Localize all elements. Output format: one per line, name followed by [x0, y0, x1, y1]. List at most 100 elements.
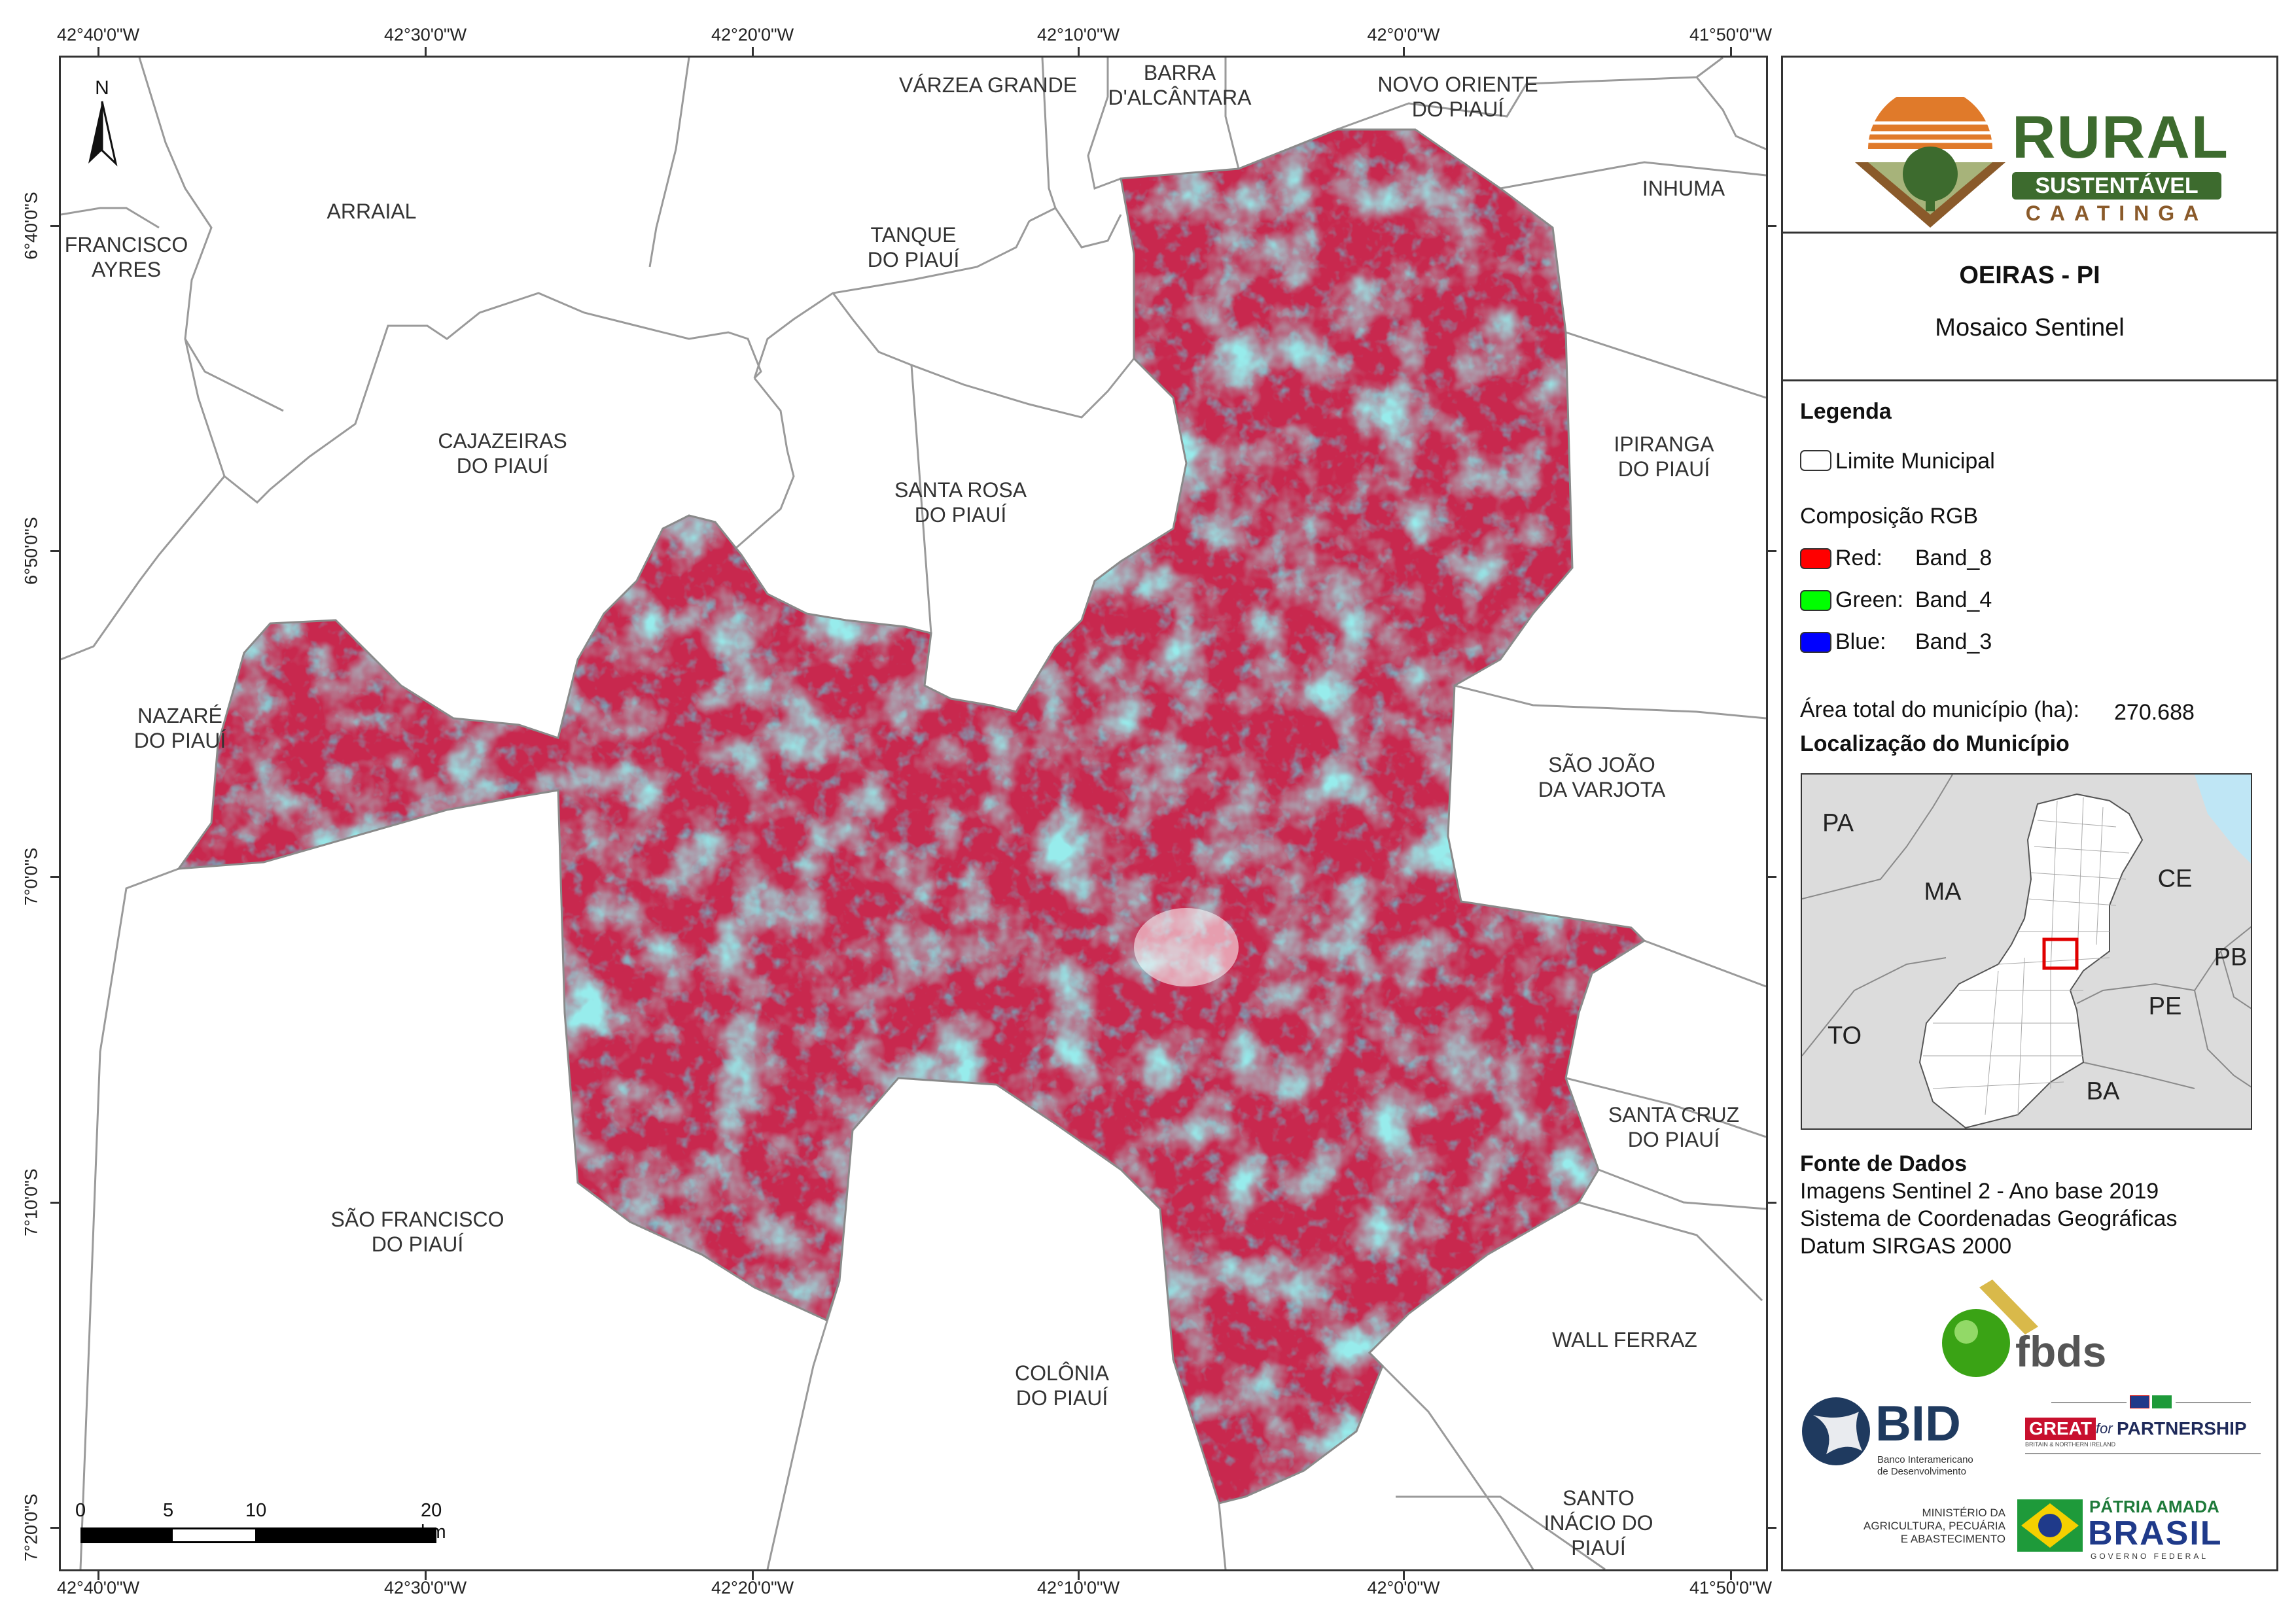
state-boundaries: [1802, 775, 2251, 1089]
bid-logo: BID Banco Interamericano de Desenvolvime…: [1800, 1395, 1996, 1487]
graticule-tick: [97, 47, 99, 56]
state-label-to: TO: [1827, 1022, 1862, 1050]
state-label-ce: CE: [2157, 865, 2193, 893]
area-label: Área total do município (ha):: [1800, 697, 2080, 722]
rgb-title: Composição RGB: [1800, 504, 1979, 529]
scale-bar: 0 5 10 20 km: [75, 1500, 447, 1552]
graticule-tick: [425, 47, 427, 56]
inset-canvas: [1802, 775, 2251, 1128]
label-inhuma: INHUMA: [1642, 177, 1725, 200]
lon-label-bottom: 41°50'0"W: [1689, 1578, 1773, 1597]
source-line-3: Datum SIRGAS 2000: [1800, 1234, 2012, 1259]
lat-label: 7°10'0"S: [21, 1168, 41, 1236]
great-for-text: for: [2096, 1420, 2113, 1437]
green-swatch: [1800, 590, 1831, 611]
scale-tick-0: 0: [75, 1500, 86, 1521]
label-santa-rosa: SANTA ROSA DO PIAUÍ: [894, 478, 1027, 527]
great-partnership-logo: GREAT for PARTNERSHIP BRITAIN & NORTHERN…: [2012, 1395, 2274, 1474]
graticule-tick: [1730, 1571, 1732, 1580]
scale-tick-10: 10: [245, 1500, 267, 1521]
brazil-flag-icon: [2152, 1395, 2172, 1408]
label-arraial: ARRAIAL: [327, 200, 417, 223]
patria-amada-brasil-logo: PÁTRIA AMADA BRASIL GOVERNO FEDERAL: [2017, 1497, 2266, 1562]
label-varzea-grande: VÁRZEA GRANDE: [898, 73, 1078, 97]
lon-label-bottom: 42°10'0"W: [1036, 1578, 1120, 1597]
graticule-tick: [752, 47, 754, 56]
legend-boundary-label: Limite Municipal: [1835, 449, 1995, 474]
label-sao-francisco: SÃO FRANCISCO DO PIAUÍ: [330, 1208, 504, 1256]
state-label-pe: PE: [2148, 992, 2182, 1021]
lon-label-top: 42°10'0"W: [1036, 25, 1120, 44]
graticule-tick: [50, 225, 59, 227]
uk-flag-icon: [2130, 1395, 2149, 1408]
rgb-red-band: Band_8: [1915, 546, 1992, 570]
rgb-green-channel: Green:: [1835, 587, 1903, 612]
location-inset-map[interactable]: PA MA CE PB PE TO BA: [1801, 773, 2252, 1130]
graticule-tick: [1768, 225, 1776, 227]
state-label-pb: PB: [2214, 943, 2248, 971]
logo-rural: RURAL: [2012, 104, 2229, 171]
oeiras-boundary: [176, 128, 1646, 1505]
lat-label: 6°50'0"S: [21, 517, 41, 585]
red-swatch: [1800, 548, 1831, 569]
oeiras-location-marker: [2042, 937, 2079, 970]
graticule-tick: [1730, 47, 1732, 56]
ocean-shape: [2195, 775, 2251, 864]
lon-label-top: 42°30'0"W: [383, 25, 467, 44]
graticule-tick: [97, 1571, 99, 1580]
logo-caatinga: CAATINGA: [2025, 201, 2208, 225]
legend-title: Legenda: [1800, 399, 1892, 424]
lon-label-top: 41°50'0"W: [1689, 25, 1773, 44]
graticule-tick: [1768, 1202, 1776, 1204]
label-sao-joao-varjota: SÃO JOÃO DA VARJOTA: [1538, 753, 1666, 801]
state-label-pa: PA: [1822, 809, 1854, 837]
map-frame[interactable]: N FRANCISCO AYRES ARRAIAL VÁRZEA GRANDE …: [59, 56, 1768, 1571]
rgb-green-band: Band_4: [1915, 587, 1992, 612]
bid-subtext: Banco Interamericano de Desenvolvimento: [1877, 1454, 1973, 1477]
map-canvas: [61, 58, 1766, 1569]
caatinga-emblem-icon: [1855, 97, 2005, 228]
north-arrow: N: [79, 77, 125, 169]
source-line-1: Imagens Sentinel 2 - Ano base 2019: [1800, 1179, 2159, 1204]
bid-text: BID: [1875, 1396, 1961, 1452]
graticule-tick: [752, 1571, 754, 1580]
fbds-emblem-icon: [1942, 1280, 2038, 1377]
logo-line: [2176, 1402, 2251, 1403]
graticule-tick: [1768, 1527, 1776, 1529]
great-subtext: BRITAIN & NORTHERN IRELAND: [2025, 1441, 2116, 1448]
separator: [1783, 232, 2276, 234]
great-partnership-text: PARTNERSHIP: [2117, 1418, 2247, 1439]
label-tanque: TANQUE DO PIAUÍ: [867, 223, 960, 271]
graticule-tick: [50, 1202, 59, 1204]
label-colonia: COLÔNIA DO PIAUÍ: [1014, 1361, 1110, 1410]
state-label-ba: BA: [2086, 1077, 2120, 1106]
patria-amada-text: PÁTRIA AMADA: [2089, 1497, 2219, 1516]
lon-label-bottom: 42°20'0"W: [711, 1578, 794, 1597]
rgb-red-channel: Red:: [1835, 546, 1882, 570]
north-arrow-icon: [88, 101, 118, 167]
logo-line: [2025, 1453, 2261, 1454]
state-label-ma: MA: [1924, 878, 1962, 906]
graticule-tick: [425, 1571, 427, 1580]
north-label: N: [95, 77, 109, 99]
lon-label-bottom: 42°40'0"W: [56, 1578, 140, 1597]
area-value: 270.688: [2114, 700, 2195, 725]
label-novo-oriente: NOVO ORIENTE DO PIAUÍ: [1377, 73, 1538, 121]
label-barra-dalcantara: BARRA D'ALCÂNTARA: [1108, 61, 1252, 109]
lon-label-bottom: 42°30'0"W: [383, 1578, 467, 1597]
scale-segment: [257, 1527, 436, 1543]
great-text: GREAT: [2025, 1418, 2096, 1440]
location-title: Localização do Município: [1800, 731, 2070, 756]
scale-tick-5: 5: [163, 1500, 174, 1521]
graticule-tick: [1078, 47, 1080, 56]
graticule-tick: [1768, 876, 1776, 878]
piaui-municipality-grid: [1923, 797, 2130, 1115]
scale-segment: [171, 1527, 257, 1543]
boundary-swatch: [1800, 450, 1831, 471]
graticule-tick: [1403, 47, 1405, 56]
lat-label: 7°20'0"S: [21, 1493, 41, 1562]
bid-globe-icon: [1802, 1397, 1870, 1465]
map-subtitle: Mosaico Sentinel: [1935, 314, 2125, 341]
label-cajazeiras: CAJAZEIRAS DO PIAUÍ: [438, 429, 567, 478]
lon-label-bottom: 42°0'0"W: [1367, 1578, 1440, 1597]
